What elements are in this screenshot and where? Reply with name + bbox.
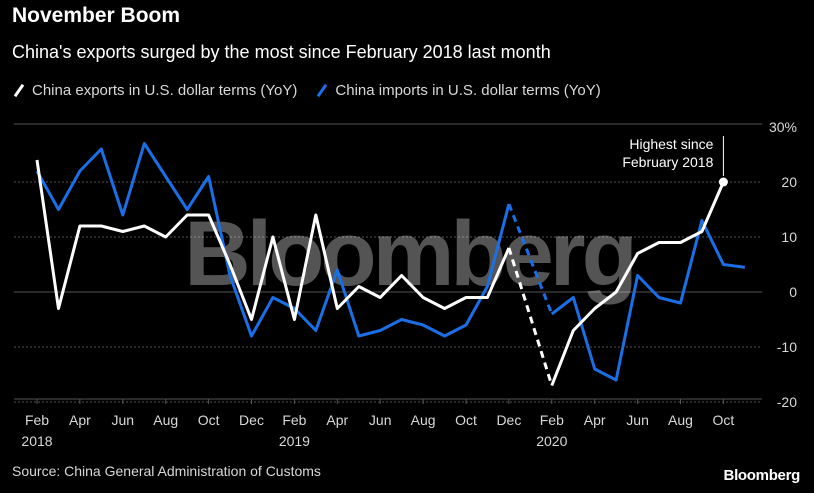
legend-item-imports: China imports in U.S. dollar terms (YoY) [315,82,601,99]
y-tick-label: 20 [781,174,797,190]
y-tick-label: -10 [777,339,797,355]
x-tick-label: Apr [69,412,91,428]
annotation-text: Highest since [629,136,713,152]
exports-series-gap-bridge [507,247,554,386]
y-tick-label: 30% [769,119,797,135]
imports-series-line-1 [550,219,746,382]
exports-series-line-1 [550,181,725,387]
exports-series-line-0 [35,159,511,321]
y-tick-label: 0 [789,284,797,300]
y-tick-label: -20 [777,394,797,410]
x-tick-label: Aug [153,412,178,428]
legend: China exports in U.S. dollar terms (YoY)… [12,82,601,99]
x-tick-label: Aug [411,412,436,428]
x-year-label: 2019 [279,433,310,449]
chart-title: November Boom [12,4,181,27]
y-tick-label: 10 [781,229,797,245]
x-tick-label: Oct [713,412,735,428]
x-year-label: 2020 [536,433,567,449]
highlight-point [718,177,728,187]
annotation-text: February 2018 [622,154,713,170]
legend-item-exports: China exports in U.S. dollar terms (YoY) [12,82,297,99]
x-tick-label: Jun [369,412,392,428]
x-tick-label: Dec [239,412,264,428]
source-note: Source: China General Administration of … [12,463,321,479]
brand-logo: Bloomberg [723,467,801,484]
x-tick-label: Feb [25,412,49,428]
x-tick-label: Jun [112,412,135,428]
x-tick-label: Oct [455,412,477,428]
chart-subtitle: China's exports surged by the most since… [12,42,551,62]
imports-series-line-0 [35,142,511,338]
x-tick-label: Jun [626,412,649,428]
x-tick-label: Feb [540,412,564,428]
imports-series-gap-bridge [507,203,554,315]
legend-label-imports: China imports in U.S. dollar terms (YoY) [335,82,601,99]
x-tick-label: Apr [584,412,606,428]
x-tick-label: Oct [198,412,220,428]
watermark: Bloomberg [184,203,634,305]
legend-label-exports: China exports in U.S. dollar terms (YoY) [32,82,298,99]
x-tick-label: Apr [326,412,348,428]
x-tick-label: Feb [282,412,306,428]
x-year-label: 2018 [21,433,52,449]
x-tick-label: Aug [668,412,693,428]
x-tick-label: Dec [496,412,521,428]
